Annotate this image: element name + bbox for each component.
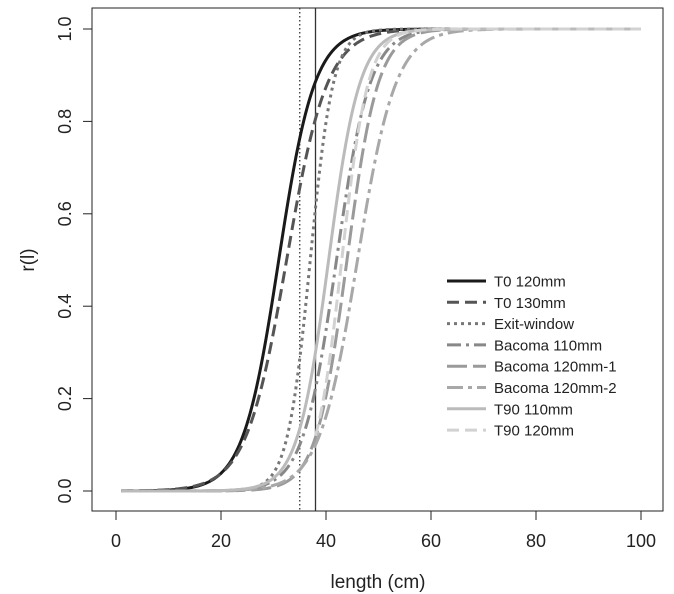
x-tick-label: 80 [526,531,546,551]
y-tick-label: 0.2 [55,386,75,411]
x-tick-label: 100 [626,531,656,551]
legend-label: Bacoma 110mm [494,337,602,354]
y-axis-label: r(l) [18,248,39,271]
series-line-6 [121,27,641,493]
x-axis: 0 20 40 60 80 100 [111,510,656,551]
y-tick-label: 0.8 [55,109,75,134]
y-tick-label: 0.0 [55,478,75,503]
x-tick-label: 20 [211,531,231,551]
y-tick-label: 1.0 [55,16,75,41]
reference-lines [299,8,317,511]
legend: T0 120mm T0 130mm Exit-window Bacoma 110mm B… [447,274,617,440]
legend-label: Exit-window [494,316,574,333]
x-axis-label: length (cm) [330,572,425,593]
y-tick-label: 0.4 [55,294,75,319]
y-tick-label: 0.6 [55,201,75,226]
legend-label: T90 120mm [494,423,574,440]
legend-label: Bacoma 120mm-2 [494,380,617,397]
legend-label: T0 130mm [494,295,566,312]
y-axis: 0.0 0.2 0.4 0.6 0.8 1.0 [55,16,93,504]
series-line-7 [314,27,641,437]
x-tick-label: 60 [421,531,441,551]
legend-label: T90 110mm [494,401,573,418]
x-tick-label: 40 [316,531,336,551]
legend-label: Bacoma 120mm-1 [494,359,617,376]
x-tick-label: 0 [111,531,121,551]
legend-label: T0 120mm [494,274,566,291]
series-line-5 [121,27,641,493]
series-line-1 [121,27,641,493]
series-lines [121,27,641,493]
